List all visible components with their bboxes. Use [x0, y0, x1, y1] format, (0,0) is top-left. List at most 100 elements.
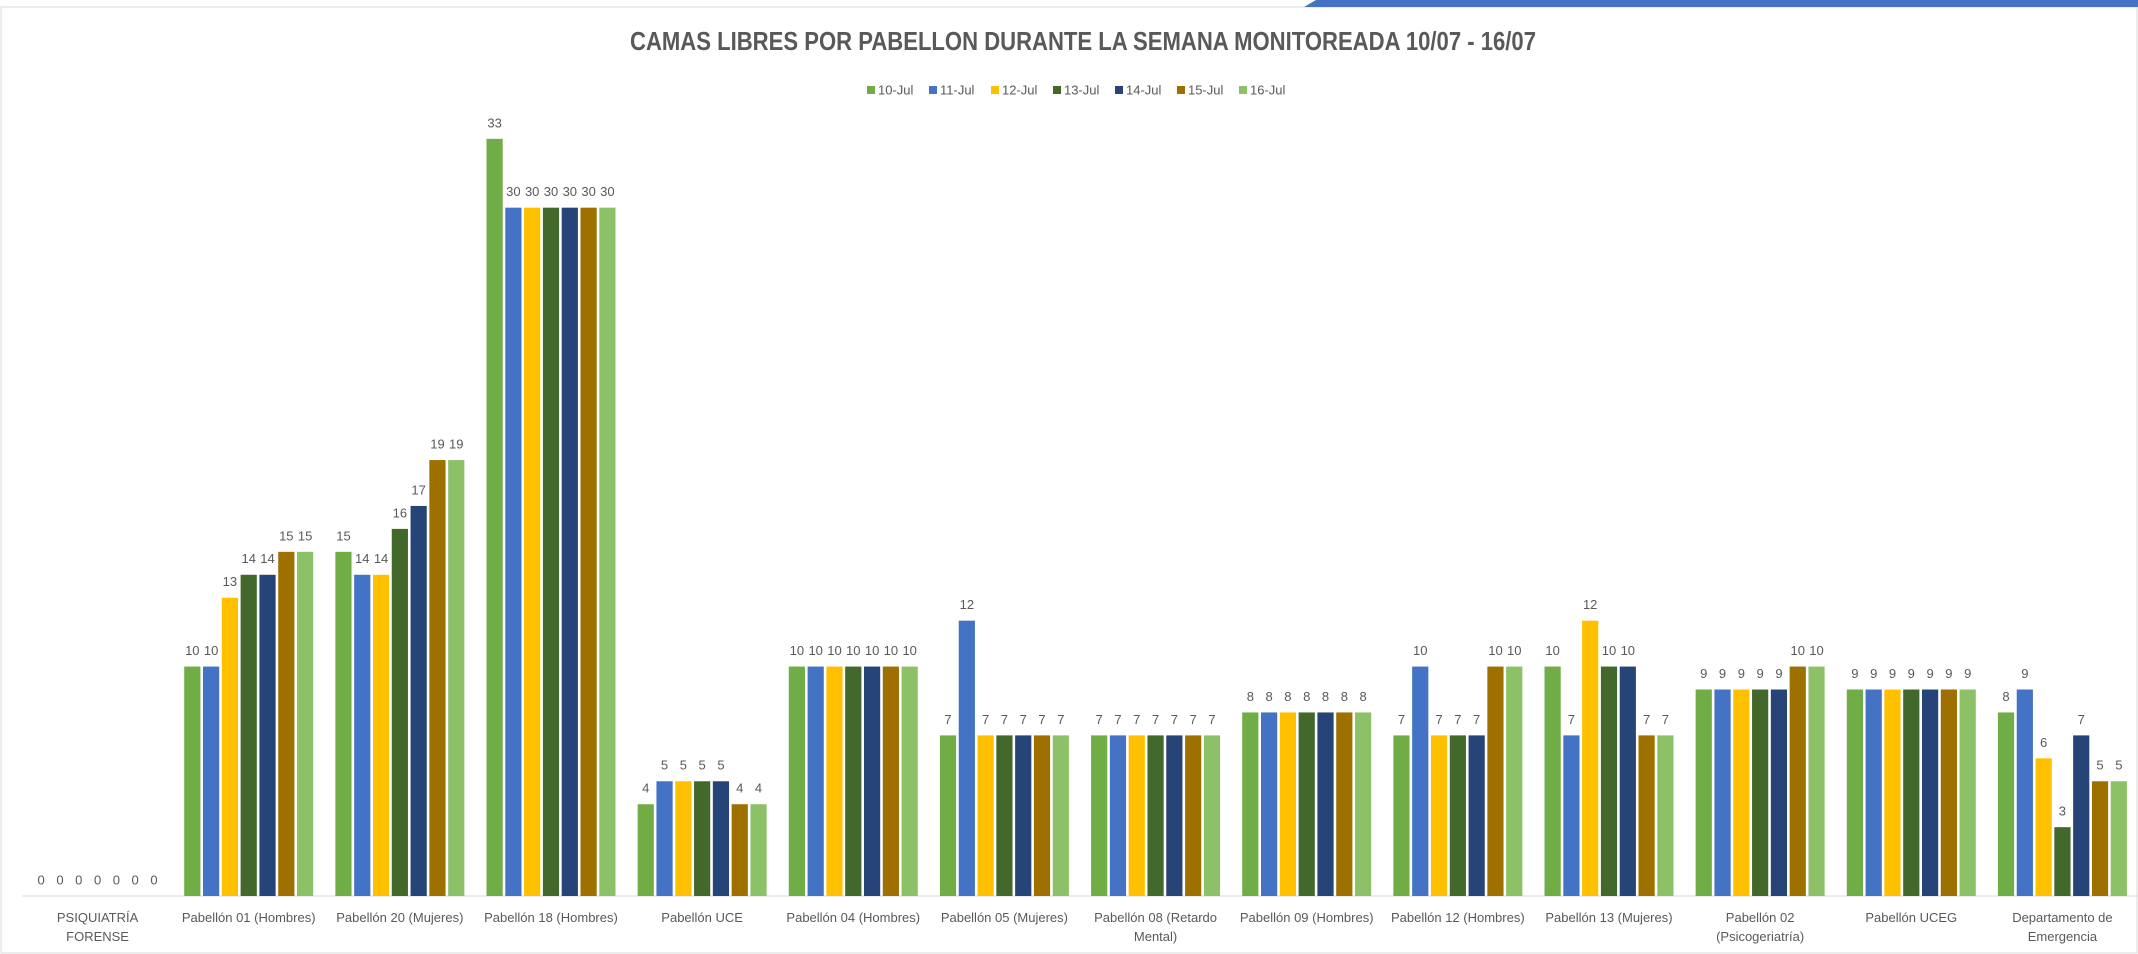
data-label: 5	[2096, 758, 2103, 773]
bar	[1185, 735, 1202, 896]
data-label: 7	[982, 712, 989, 727]
bar	[2091, 781, 2109, 896]
bar	[1393, 735, 1410, 896]
bar	[561, 207, 578, 896]
bar	[1582, 620, 1599, 896]
legend-swatch	[1239, 86, 1247, 94]
bar	[1638, 735, 1655, 896]
data-label: 5	[699, 758, 706, 773]
data-label: 19	[430, 436, 444, 451]
x-tick-label: Pabellón 09 (Hombres)	[1239, 910, 1374, 925]
legend-label: 14-Jul	[1126, 82, 1162, 97]
data-label: 0	[56, 872, 63, 887]
bar	[542, 207, 560, 896]
bar	[240, 574, 257, 896]
data-label: 7	[1568, 712, 1575, 727]
legend-label: 15-Jul	[1188, 82, 1224, 97]
bar	[1317, 712, 1334, 896]
bar	[1544, 666, 1561, 896]
legend-label: 13-Jul	[1064, 82, 1100, 97]
bar	[882, 666, 899, 896]
bar	[1657, 735, 1674, 896]
x-tick-label: Pabellón 12 (Hombres)	[1391, 910, 1525, 925]
data-label: 30	[563, 184, 577, 199]
data-label: 30	[600, 184, 614, 199]
x-tick-label: Pabellón UCE	[661, 910, 743, 925]
data-label: 8	[1265, 689, 1272, 704]
bar	[1506, 666, 1523, 896]
data-label: 4	[736, 781, 743, 796]
x-tick-label: Pabellón UCEG	[1865, 910, 1958, 925]
data-label: 10	[1488, 643, 1502, 658]
data-label: 8	[1284, 689, 1291, 704]
data-label: 12	[1583, 597, 1597, 612]
x-tick-label: Pabellón 13 (Mujeres)	[1545, 910, 1673, 925]
x-tick-label: Pabellón 02 (Psicogeriatría)	[1716, 910, 1805, 944]
bar	[1997, 712, 2015, 896]
data-label: 7	[1096, 712, 1103, 727]
data-label: 30	[581, 184, 595, 199]
chart-border	[0, 6, 2138, 954]
bar	[1752, 689, 1769, 896]
x-tick-label: Pabellón 18 (Hombres)	[484, 910, 618, 925]
bar	[486, 138, 503, 897]
legend-label: 16-Jul	[1250, 82, 1286, 97]
data-label: 8	[1359, 689, 1366, 704]
data-label: 10	[1791, 643, 1805, 658]
bar	[1033, 735, 1051, 896]
legend-swatch	[1115, 86, 1123, 94]
data-label: 13	[223, 574, 237, 589]
data-label: 10	[902, 643, 916, 658]
data-label: 5	[2115, 758, 2122, 773]
data-label: 15	[336, 528, 350, 543]
data-label: 0	[113, 872, 120, 887]
data-label: 33	[487, 115, 501, 130]
bar	[221, 597, 239, 896]
legend-swatch	[1053, 86, 1061, 94]
data-label: 7	[1001, 712, 1008, 727]
bar	[2073, 735, 2090, 896]
data-label: 8	[1341, 689, 1348, 704]
data-label: 7	[1454, 712, 1461, 727]
data-label: 9	[1945, 666, 1952, 681]
bar	[977, 735, 994, 896]
bar	[2016, 689, 2033, 896]
data-label: 10	[1809, 643, 1823, 658]
bar	[335, 551, 352, 896]
data-label: 5	[661, 758, 668, 773]
bar	[2035, 758, 2052, 896]
x-tick-label: PSIQUIATRÍA FORENSE	[56, 910, 139, 944]
data-label: 0	[132, 872, 139, 887]
bar	[788, 666, 805, 896]
data-label: 0	[94, 872, 101, 887]
data-label: 7	[1662, 712, 1669, 727]
bar	[656, 781, 673, 896]
bar	[1903, 689, 1920, 896]
data-label: 3	[2059, 804, 2066, 819]
data-label: 19	[449, 436, 463, 451]
bar	[297, 551, 314, 896]
legend-swatch	[867, 86, 875, 94]
bar	[448, 460, 465, 896]
data-label: 7	[1398, 712, 1405, 727]
data-label: 10	[1545, 643, 1559, 658]
data-label: 14	[241, 551, 255, 566]
legend-swatch	[1177, 86, 1185, 94]
data-label: 8	[1247, 689, 1254, 704]
header-accent	[1304, 0, 2138, 7]
bar	[259, 574, 276, 896]
bar	[1695, 689, 1712, 896]
bar	[1015, 735, 1032, 896]
x-tick-label: Pabellón 08 (Retardo Mental)	[1094, 910, 1217, 944]
x-tick-label: Pabellón 20 (Mujeres)	[336, 910, 464, 925]
data-label: 4	[755, 781, 762, 796]
legend-swatch	[991, 86, 999, 94]
bar	[391, 528, 408, 896]
bar	[410, 505, 427, 896]
bar	[184, 666, 201, 896]
bar	[1770, 689, 1788, 896]
data-label: 10	[865, 643, 879, 658]
data-label: 0	[38, 872, 45, 887]
data-label: 7	[1020, 712, 1027, 727]
bar	[2110, 781, 2127, 896]
